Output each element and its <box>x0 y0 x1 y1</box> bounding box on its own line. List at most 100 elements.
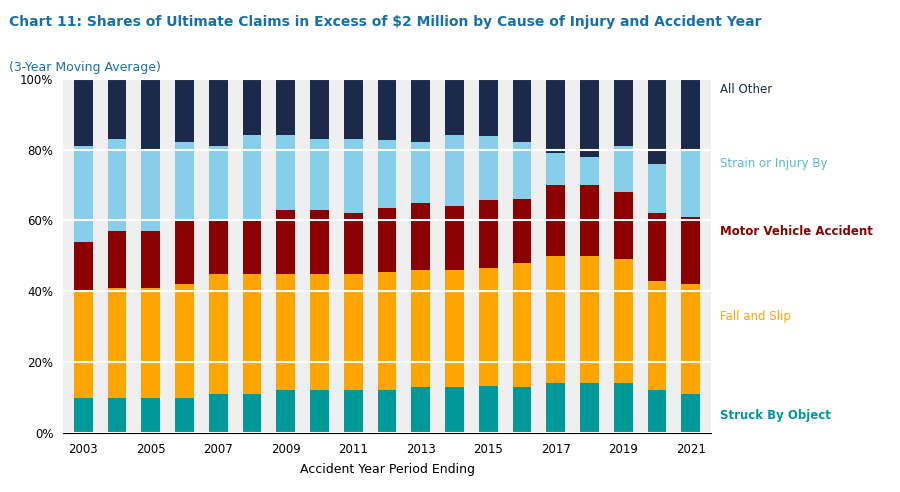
Bar <box>243 274 261 394</box>
Bar <box>74 79 93 146</box>
Bar <box>580 383 598 433</box>
Bar <box>141 288 160 398</box>
Bar <box>681 394 700 433</box>
Bar <box>411 203 430 270</box>
Text: Strain or Injury By: Strain or Injury By <box>720 157 827 170</box>
Bar <box>378 390 396 433</box>
X-axis label: Accident Year Period Ending: Accident Year Period Ending <box>300 462 474 476</box>
Bar <box>411 270 430 387</box>
Bar <box>176 398 194 433</box>
Bar <box>446 135 464 206</box>
Bar <box>141 398 160 433</box>
Bar <box>276 135 295 210</box>
Bar <box>614 146 633 192</box>
Bar <box>446 387 464 433</box>
Bar <box>546 383 565 433</box>
Bar <box>681 217 700 284</box>
Bar <box>108 288 126 398</box>
Bar <box>243 79 261 135</box>
Bar <box>411 79 430 143</box>
Bar <box>378 140 396 208</box>
Bar <box>513 263 531 387</box>
Bar <box>344 139 363 214</box>
Bar <box>310 274 328 391</box>
Bar <box>243 135 261 220</box>
Bar <box>411 143 430 203</box>
Bar <box>580 79 598 156</box>
Text: (3-Year Moving Average): (3-Year Moving Average) <box>9 62 161 74</box>
Bar <box>580 185 598 256</box>
Bar <box>344 274 363 391</box>
Bar <box>378 79 396 140</box>
Text: Motor Vehicle Accident: Motor Vehicle Accident <box>720 224 873 238</box>
Bar <box>479 200 498 268</box>
Bar <box>479 386 498 433</box>
Bar <box>479 268 498 386</box>
Bar <box>513 79 531 143</box>
Bar <box>344 79 363 139</box>
Bar <box>276 391 295 433</box>
Bar <box>108 139 126 231</box>
Bar <box>479 136 498 200</box>
Text: Chart 11: Shares of Ultimate Claims in Excess of $2 Million by Cause of Injury a: Chart 11: Shares of Ultimate Claims in E… <box>9 15 761 29</box>
Text: Struck By Object: Struck By Object <box>720 409 831 422</box>
Bar <box>513 199 531 263</box>
Bar <box>378 208 396 272</box>
Bar <box>243 394 261 433</box>
Bar <box>276 210 295 274</box>
Text: Fall and Slip: Fall and Slip <box>720 309 791 323</box>
Bar <box>378 272 396 390</box>
Bar <box>513 387 531 433</box>
Bar <box>681 150 700 217</box>
Bar <box>546 79 565 153</box>
Text: All Other: All Other <box>720 83 772 96</box>
Bar <box>176 143 194 220</box>
Bar <box>513 143 531 199</box>
Bar <box>411 387 430 433</box>
Bar <box>681 284 700 394</box>
Bar <box>310 139 328 210</box>
Bar <box>648 164 666 214</box>
Bar <box>74 398 93 433</box>
Bar <box>580 256 598 383</box>
Bar <box>108 398 126 433</box>
Bar <box>74 242 93 291</box>
Bar <box>276 274 295 391</box>
Bar <box>209 79 228 146</box>
Bar <box>580 156 598 185</box>
Bar <box>176 284 194 398</box>
Bar <box>176 79 194 143</box>
Bar <box>648 214 666 280</box>
Bar <box>546 256 565 383</box>
Bar <box>344 214 363 274</box>
Bar <box>546 185 565 256</box>
Bar <box>446 79 464 135</box>
Bar <box>141 150 160 231</box>
Bar <box>546 153 565 185</box>
Bar <box>648 79 666 164</box>
Bar <box>446 206 464 270</box>
Bar <box>479 79 498 136</box>
Bar <box>176 220 194 284</box>
Bar <box>243 220 261 274</box>
Bar <box>141 79 160 150</box>
Bar <box>310 79 328 139</box>
Bar <box>276 79 295 135</box>
Bar <box>141 231 160 288</box>
Bar <box>74 146 93 242</box>
Bar <box>310 391 328 433</box>
Bar <box>209 220 228 274</box>
Bar <box>209 394 228 433</box>
Bar <box>74 291 93 398</box>
Bar <box>446 270 464 387</box>
Bar <box>681 79 700 150</box>
Bar <box>108 231 126 288</box>
Bar <box>614 192 633 259</box>
Bar <box>614 79 633 146</box>
Bar <box>344 391 363 433</box>
Bar <box>648 280 666 391</box>
Bar <box>648 391 666 433</box>
Bar <box>614 259 633 383</box>
Bar <box>209 146 228 220</box>
Bar <box>614 383 633 433</box>
